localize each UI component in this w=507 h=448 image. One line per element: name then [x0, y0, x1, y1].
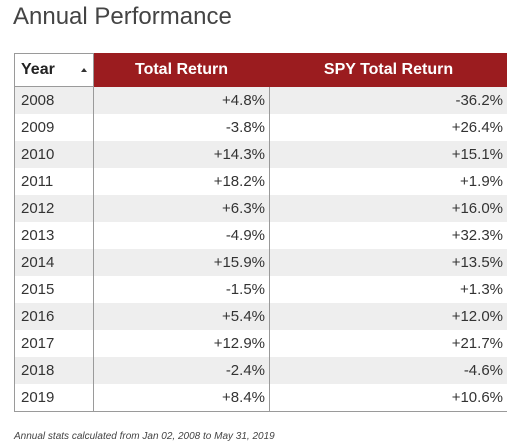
year-cell: 2011	[14, 168, 94, 195]
spy-total-return-cell: +10.6%	[269, 384, 507, 412]
table-row: 2016 +5.4% +12.0%	[14, 303, 507, 330]
spy-total-return-cell: +26.4%	[269, 114, 507, 141]
total-return-cell: -4.9%	[93, 222, 270, 249]
year-cell: 2015	[14, 276, 94, 303]
table-row: 2015 -1.5% +1.3%	[14, 276, 507, 303]
column-header-total-return[interactable]: Total Return	[93, 53, 270, 87]
table-row: 2009 -3.8% +26.4%	[14, 114, 507, 141]
spy-total-return-cell: +15.1%	[269, 141, 507, 168]
sort-ascending-icon	[81, 68, 87, 72]
total-return-cell: +4.8%	[93, 86, 270, 114]
table-row: 2012 +6.3% +16.0%	[14, 195, 507, 222]
spy-total-return-cell: +32.3%	[269, 222, 507, 249]
year-cell: 2010	[14, 141, 94, 168]
total-return-cell: +15.9%	[93, 249, 270, 276]
spy-total-return-cell: +13.5%	[269, 249, 507, 276]
page-title: Annual Performance	[13, 3, 232, 30]
spy-total-return-cell: -4.6%	[269, 357, 507, 384]
column-header-year-label: Year	[21, 61, 55, 78]
total-return-cell: +18.2%	[93, 168, 270, 195]
year-cell: 2019	[14, 384, 94, 412]
year-cell: 2008	[14, 86, 94, 114]
spy-total-return-cell: +12.0%	[269, 303, 507, 330]
year-cell: 2014	[14, 249, 94, 276]
annual-performance-table: Year Total Return SPY Total Return 2008 +…	[14, 53, 507, 412]
table-row: 2018 -2.4% -4.6%	[14, 357, 507, 384]
table-row: 2008 +4.8% -36.2%	[14, 86, 507, 114]
spy-total-return-cell: +1.3%	[269, 276, 507, 303]
table-header-row: Year Total Return SPY Total Return	[14, 53, 507, 87]
table-row: 2017 +12.9% +21.7%	[14, 330, 507, 357]
table-row: 2011 +18.2% +1.9%	[14, 168, 507, 195]
total-return-cell: -3.8%	[93, 114, 270, 141]
total-return-cell: +5.4%	[93, 303, 270, 330]
column-header-year[interactable]: Year	[14, 53, 94, 87]
year-cell: 2013	[14, 222, 94, 249]
total-return-cell: +8.4%	[93, 384, 270, 412]
total-return-cell: -1.5%	[93, 276, 270, 303]
table-row: 2010 +14.3% +15.1%	[14, 141, 507, 168]
table-body: 2008 +4.8% -36.2% 2009 -3.8% +26.4% 2010 +14.3%…	[14, 86, 507, 412]
year-cell: 2017	[14, 330, 94, 357]
total-return-cell: +12.9%	[93, 330, 270, 357]
table-row: 2019 +8.4% +10.6%	[14, 384, 507, 412]
year-cell: 2009	[14, 114, 94, 141]
footnote: Annual stats calculated from Jan 02, 200…	[14, 431, 275, 442]
column-header-spy-total-return[interactable]: SPY Total Return	[269, 53, 507, 87]
year-cell: 2016	[14, 303, 94, 330]
year-cell: 2012	[14, 195, 94, 222]
table-row: 2013 -4.9% +32.3%	[14, 222, 507, 249]
total-return-cell: -2.4%	[93, 357, 270, 384]
spy-total-return-cell: -36.2%	[269, 86, 507, 114]
spy-total-return-cell: +1.9%	[269, 168, 507, 195]
spy-total-return-cell: +21.7%	[269, 330, 507, 357]
total-return-cell: +14.3%	[93, 141, 270, 168]
year-cell: 2018	[14, 357, 94, 384]
spy-total-return-cell: +16.0%	[269, 195, 507, 222]
table-row: 2014 +15.9% +13.5%	[14, 249, 507, 276]
total-return-cell: +6.3%	[93, 195, 270, 222]
